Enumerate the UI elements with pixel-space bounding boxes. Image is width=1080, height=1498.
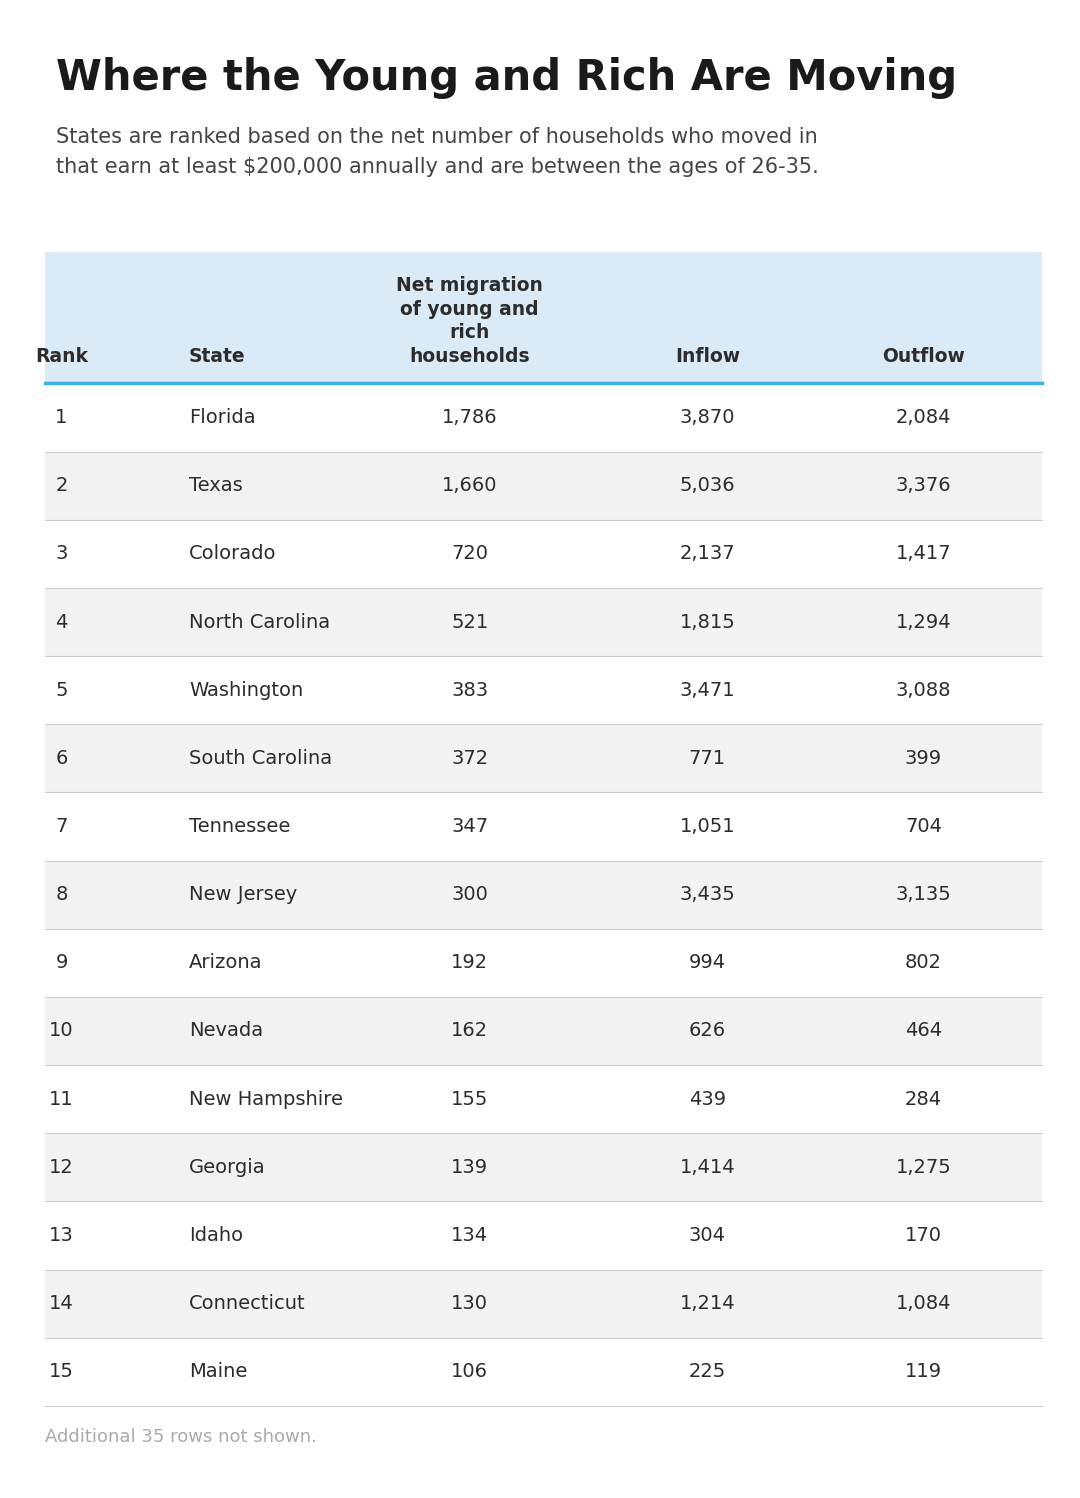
Text: 14: 14 <box>50 1294 73 1314</box>
Text: 1,084: 1,084 <box>895 1294 951 1314</box>
Bar <box>45 792 1042 860</box>
Text: 347: 347 <box>451 816 488 836</box>
Text: 2: 2 <box>55 476 68 496</box>
Text: 192: 192 <box>451 953 488 972</box>
Text: 9: 9 <box>55 953 68 972</box>
Text: 3,471: 3,471 <box>679 680 735 700</box>
Text: 1,275: 1,275 <box>895 1158 951 1177</box>
Text: 3,135: 3,135 <box>895 885 951 905</box>
Text: 1,815: 1,815 <box>679 613 735 632</box>
Text: 1,660: 1,660 <box>442 476 498 496</box>
Text: 8: 8 <box>55 885 68 905</box>
Text: New Hampshire: New Hampshire <box>189 1089 343 1109</box>
Bar <box>45 929 1042 998</box>
Text: 4: 4 <box>55 613 68 632</box>
Bar <box>45 1065 1042 1132</box>
Text: 1,414: 1,414 <box>679 1158 735 1177</box>
Text: 134: 134 <box>451 1225 488 1245</box>
Bar <box>45 1201 1042 1270</box>
Text: Connecticut: Connecticut <box>189 1294 306 1314</box>
Text: 15: 15 <box>49 1362 75 1381</box>
Text: Georgia: Georgia <box>189 1158 266 1177</box>
Bar <box>45 1270 1042 1338</box>
Text: 11: 11 <box>50 1089 73 1109</box>
Text: New Jersey: New Jersey <box>189 885 297 905</box>
Text: 162: 162 <box>451 1022 488 1041</box>
Text: 106: 106 <box>451 1362 488 1381</box>
Text: 521: 521 <box>451 613 488 632</box>
Text: 130: 130 <box>451 1294 488 1314</box>
Bar <box>45 860 1042 929</box>
Text: 12: 12 <box>50 1158 73 1177</box>
Text: Maine: Maine <box>189 1362 247 1381</box>
Text: 1,051: 1,051 <box>679 816 735 836</box>
Text: 284: 284 <box>905 1089 942 1109</box>
Text: State: State <box>189 346 245 366</box>
Text: 704: 704 <box>905 816 942 836</box>
Text: Colorado: Colorado <box>189 544 276 563</box>
Text: Rank: Rank <box>35 346 89 366</box>
Text: 5,036: 5,036 <box>679 476 735 496</box>
Bar <box>45 520 1042 587</box>
Text: 3,376: 3,376 <box>895 476 951 496</box>
Text: 720: 720 <box>451 544 488 563</box>
Bar <box>45 656 1042 724</box>
Text: 1,294: 1,294 <box>895 613 951 632</box>
Text: 155: 155 <box>451 1089 488 1109</box>
Text: Idaho: Idaho <box>189 1225 243 1245</box>
Text: 13: 13 <box>50 1225 73 1245</box>
Text: 626: 626 <box>689 1022 726 1041</box>
Text: Outflow: Outflow <box>882 346 964 366</box>
Text: 3: 3 <box>55 544 68 563</box>
Text: 300: 300 <box>451 885 488 905</box>
Text: 802: 802 <box>905 953 942 972</box>
Text: Florida: Florida <box>189 407 256 427</box>
Text: 1,417: 1,417 <box>895 544 951 563</box>
Text: 170: 170 <box>905 1225 942 1245</box>
Text: 1,786: 1,786 <box>442 407 498 427</box>
Text: 994: 994 <box>689 953 726 972</box>
Text: States are ranked based on the net number of households who moved in
that earn a: States are ranked based on the net numbe… <box>56 127 819 177</box>
Text: 1: 1 <box>55 407 68 427</box>
Text: 771: 771 <box>689 749 726 768</box>
Text: Arizona: Arizona <box>189 953 262 972</box>
Text: 3,088: 3,088 <box>895 680 951 700</box>
Text: 139: 139 <box>451 1158 488 1177</box>
Text: 399: 399 <box>905 749 942 768</box>
Text: Tennessee: Tennessee <box>189 816 291 836</box>
Bar <box>45 725 1042 792</box>
Bar <box>45 452 1042 520</box>
Text: 3,870: 3,870 <box>679 407 735 427</box>
Text: 372: 372 <box>451 749 488 768</box>
Text: South Carolina: South Carolina <box>189 749 333 768</box>
Text: 6: 6 <box>55 749 68 768</box>
Text: Nevada: Nevada <box>189 1022 264 1041</box>
Text: 464: 464 <box>905 1022 942 1041</box>
Text: 5: 5 <box>55 680 68 700</box>
Text: Texas: Texas <box>189 476 243 496</box>
Text: 3,435: 3,435 <box>679 885 735 905</box>
Text: North Carolina: North Carolina <box>189 613 330 632</box>
Text: Inflow: Inflow <box>675 346 740 366</box>
Text: Washington: Washington <box>189 680 303 700</box>
Text: Net migration
of young and
rich
households: Net migration of young and rich househol… <box>396 276 543 366</box>
Bar <box>45 1132 1042 1201</box>
Text: 2,084: 2,084 <box>895 407 951 427</box>
Bar <box>45 252 1042 383</box>
Text: Additional 35 rows not shown.: Additional 35 rows not shown. <box>45 1429 318 1447</box>
Text: 119: 119 <box>905 1362 942 1381</box>
Bar <box>45 998 1042 1065</box>
Text: 2,137: 2,137 <box>679 544 735 563</box>
Text: 10: 10 <box>50 1022 73 1041</box>
Text: 225: 225 <box>689 1362 726 1381</box>
Text: 1,214: 1,214 <box>679 1294 735 1314</box>
Text: 7: 7 <box>55 816 68 836</box>
Text: 439: 439 <box>689 1089 726 1109</box>
Bar <box>45 1338 1042 1405</box>
Text: 383: 383 <box>451 680 488 700</box>
Bar <box>45 589 1042 656</box>
Text: 304: 304 <box>689 1225 726 1245</box>
Text: Where the Young and Rich Are Moving: Where the Young and Rich Are Moving <box>56 57 957 99</box>
Bar <box>45 383 1042 452</box>
